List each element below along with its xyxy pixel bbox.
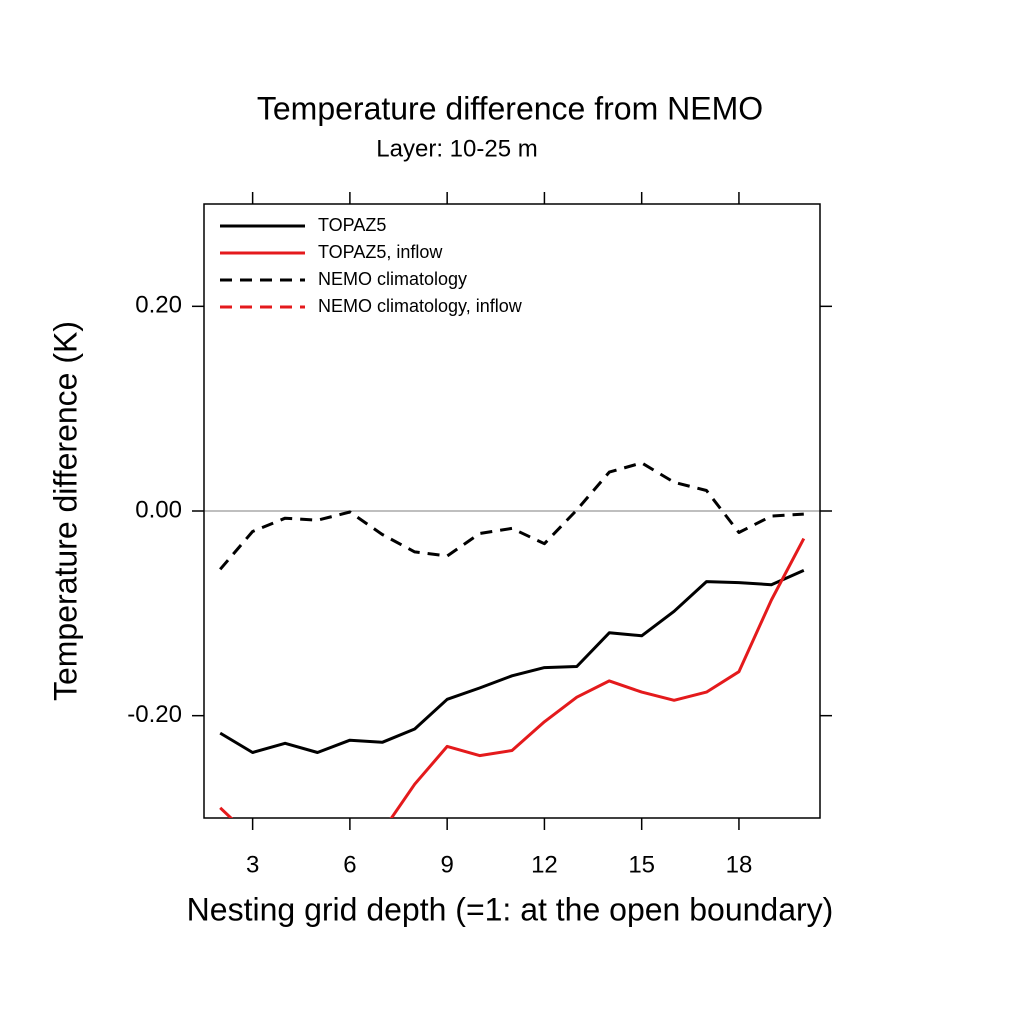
x-tick-label: 18 <box>726 851 753 878</box>
y-tick-label: -0.20 <box>127 701 182 728</box>
x-tick-label: 15 <box>628 851 655 878</box>
y-tick-label: 0.00 <box>135 496 182 523</box>
x-tick-label: 6 <box>343 851 356 878</box>
x-tick-label: 9 <box>440 851 453 878</box>
plot-area <box>219 461 806 818</box>
legend-label: TOPAZ5, inflow <box>318 242 443 262</box>
legend-label: NEMO climatology, inflow <box>318 296 523 316</box>
chart-subtitle: Layer: 10-25 m <box>376 135 537 162</box>
plot-frame <box>203 203 821 819</box>
legend-label: TOPAZ5 <box>318 215 386 235</box>
legend-label: NEMO climatology <box>318 269 467 289</box>
chart-title: Temperature difference from NEMO <box>257 90 763 126</box>
line-series <box>219 537 806 818</box>
x-tick-label: 12 <box>531 851 558 878</box>
line-series <box>219 569 805 754</box>
line-series <box>219 461 804 571</box>
y-tick-label: 0.20 <box>135 292 182 319</box>
y-axis-label: Temperature difference (K) <box>47 321 83 701</box>
x-axis-label: Nesting grid depth (=1: at the open boun… <box>187 891 834 927</box>
x-tick-label: 3 <box>246 851 259 878</box>
